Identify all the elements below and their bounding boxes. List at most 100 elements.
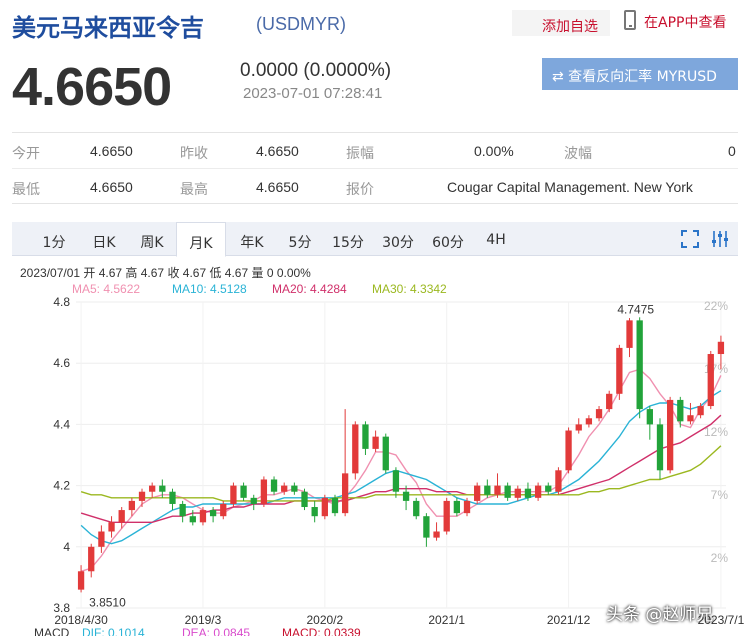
x-tick-label: 2018/4/30 <box>54 613 108 626</box>
y-tick-label: 4.4 <box>53 417 70 431</box>
y-tick-label: 4.6 <box>53 356 70 370</box>
y-right-tick-label: 2% <box>711 551 729 565</box>
max-price-label: 4.7475 <box>617 302 654 316</box>
current-price: 4.6650 <box>12 57 172 117</box>
ma20-label: MA20: 4.4284 <box>272 282 347 296</box>
candle-body <box>209 510 217 517</box>
x-tick-label: 2023/7/1 <box>698 613 744 626</box>
candle-body <box>656 424 664 471</box>
candle-body <box>179 503 186 517</box>
candle-body <box>626 320 633 348</box>
amplitude-value: 0.00% <box>474 143 514 159</box>
period-tabs: 1分 日K 周K 月K 年K 5分 15分 30分 60分 4H <box>12 222 738 257</box>
view-in-app-link[interactable]: 在APP中查看 <box>644 15 727 31</box>
candle-body <box>524 488 532 498</box>
tab-4h[interactable]: 4H <box>486 232 506 248</box>
page-title: 美元马来西亚令吉 <box>12 14 204 42</box>
quote-source-value: Cougar Capital Management. New York <box>447 179 693 195</box>
candle-body <box>88 546 95 572</box>
ma5-label: MA5: 4.5622 <box>72 282 141 296</box>
wave-label: 波幅 <box>564 146 592 162</box>
candle-body <box>311 507 318 517</box>
tab-1min[interactable]: 1分 <box>42 235 66 251</box>
x-tick-label: 2020/2 <box>306 613 343 626</box>
candle-body <box>575 424 582 431</box>
tab-30min[interactable]: 30分 <box>382 235 414 251</box>
candle-body <box>504 485 511 498</box>
tab-daily[interactable]: 日K <box>92 235 116 251</box>
stats-table: 今开 4.6650 昨收 4.6650 振幅 0.00% 波幅 0 最低 4.6… <box>12 132 738 204</box>
candle-body <box>118 510 125 523</box>
wave-value: 0 <box>728 143 736 159</box>
candle-body <box>555 470 562 492</box>
open-label: 今开 <box>12 146 40 162</box>
price-change: 0.0000 (0.0000%) <box>240 60 392 81</box>
candle-body <box>666 399 674 471</box>
candle-body <box>484 485 491 495</box>
tab-weekly[interactable]: 周K <box>140 235 164 251</box>
tab-monthly[interactable]: 月K <box>176 222 226 257</box>
reverse-rate-button[interactable]: ⇄ 查看反向汇率 MYRUSD <box>542 58 738 90</box>
ma30-label: MA30: 4.3342 <box>372 282 447 296</box>
watermark: 头条 @赵师兄 <box>606 605 714 625</box>
candle-body <box>372 436 379 449</box>
ma10-label: MA10: 4.5128 <box>172 282 247 296</box>
fullscreen-icon[interactable] <box>680 229 700 249</box>
candle-body <box>677 399 684 422</box>
y-right-tick-label: 12% <box>704 425 728 439</box>
x-tick-label: 2021/1 <box>428 613 465 626</box>
candle-body <box>382 436 389 471</box>
candle-body <box>616 347 623 394</box>
low-value: 4.6650 <box>90 179 133 195</box>
add-favorite-label: 添加自选 <box>542 19 598 35</box>
candle-body <box>636 320 643 410</box>
candle-body <box>443 500 450 532</box>
y-tick-label: 4.2 <box>53 479 70 493</box>
quote-source-label: 报价 <box>346 182 374 198</box>
candle-body <box>321 497 328 517</box>
phone-icon <box>624 10 636 30</box>
tab-yearly[interactable]: 年K <box>240 235 264 251</box>
candle-body <box>494 485 501 495</box>
candle-body <box>646 409 653 425</box>
candle-body <box>169 491 176 504</box>
tab-60min[interactable]: 60分 <box>432 235 464 251</box>
candle-body <box>362 424 369 449</box>
currency-code: (USDMYR) <box>256 14 346 34</box>
tab-5min[interactable]: 5分 <box>288 235 312 251</box>
header: 美元马来西亚令吉 (USDMYR) 添加自选 在APP中查看 <box>12 6 738 42</box>
y-right-tick-label: 22% <box>704 299 728 313</box>
candle-body <box>149 485 156 492</box>
stats-row <box>12 133 738 169</box>
candle-body <box>545 485 552 492</box>
candle-body <box>77 571 85 590</box>
macd-value-label: MACD: 0.0339 <box>282 626 361 636</box>
candle-body <box>352 424 359 474</box>
candle-body <box>281 485 288 492</box>
y-tick-label: 4 <box>63 540 70 554</box>
candle-body <box>240 485 247 498</box>
candle-body <box>159 485 166 492</box>
candle-body <box>463 500 471 514</box>
dea-label: DEA: 0.0845 <box>182 626 251 636</box>
candle-summary: 2023/07/01 开 4.67 高 4.67 收 4.67 低 4.67 量… <box>20 266 311 280</box>
candle-body <box>402 491 410 501</box>
settings-icon[interactable] <box>710 229 730 249</box>
add-favorite-button[interactable]: 添加自选 <box>512 10 610 36</box>
candle-body <box>331 497 339 514</box>
low-label: 最低 <box>12 182 40 198</box>
y-tick-label: 3.8 <box>53 601 70 615</box>
candle-body <box>98 531 105 547</box>
candlestick-chart[interactable]: 4.84.64.44.243.8 22%17%12%7%2% 2018/4/30… <box>0 290 744 626</box>
candle-body <box>260 479 268 504</box>
candle-body <box>128 500 136 511</box>
candle-body <box>717 341 725 355</box>
ma-line-ma10 <box>80 390 722 545</box>
candle-body <box>413 500 420 517</box>
candle-body <box>423 516 430 538</box>
candle-body <box>534 485 542 498</box>
candle-body <box>565 430 572 471</box>
candle-body <box>595 409 603 419</box>
candle-body <box>697 406 704 416</box>
tab-15min[interactable]: 15分 <box>332 235 364 251</box>
